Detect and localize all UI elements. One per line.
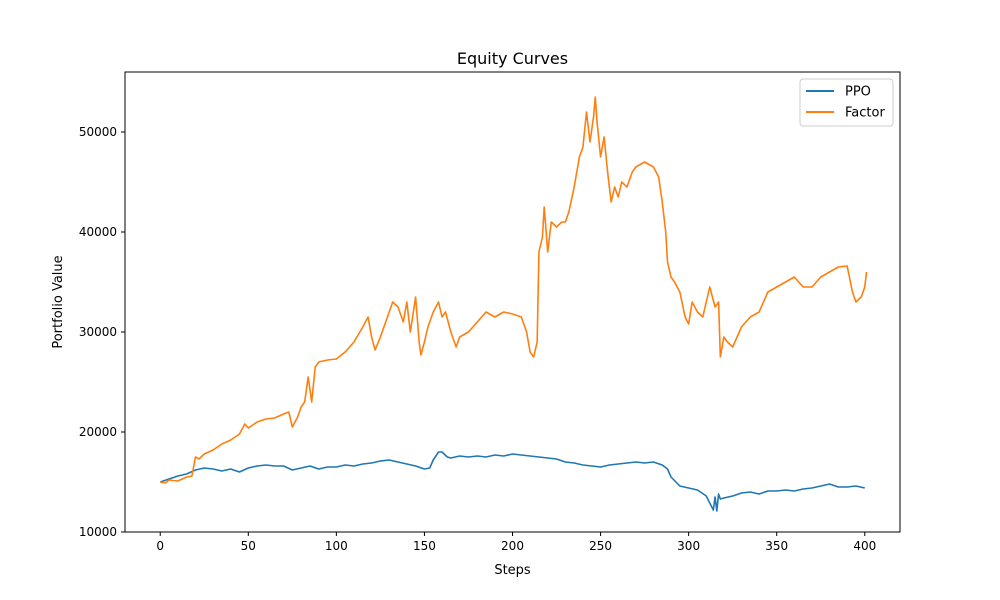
x-tick-label: 250 — [589, 539, 612, 553]
x-tick-label: 150 — [413, 539, 436, 553]
y-axis: 10000 20000 30000 40000 50000 — [79, 125, 125, 539]
legend: PPO Factor — [799, 78, 894, 127]
y-tick-label: 20000 — [79, 425, 117, 439]
x-tick-label: 50 — [241, 539, 256, 553]
x-tick-label: 0 — [156, 539, 164, 553]
x-axis-label: Steps — [494, 563, 531, 578]
y-tick-label: 10000 — [79, 525, 117, 539]
y-tick-label: 50000 — [79, 125, 117, 139]
series-line-factor — [160, 96, 868, 484]
x-tick-label: 200 — [501, 539, 524, 553]
y-tick-label: 30000 — [79, 325, 117, 339]
x-tick-label: 100 — [325, 539, 348, 553]
x-axis: 0 50 100 150 200 250 300 350 400 — [156, 532, 876, 553]
y-tick-label: 40000 — [79, 225, 117, 239]
x-tick-label: 300 — [677, 539, 700, 553]
y-axis-label: Portfolio Value — [51, 255, 66, 348]
series-line-ppo — [159, 451, 865, 512]
axes-frame — [124, 71, 901, 533]
plot-area — [159, 96, 868, 512]
x-tick-label: 350 — [765, 539, 788, 553]
chart-title: Equity Curves — [457, 49, 568, 68]
x-tick-label: 400 — [853, 539, 876, 553]
legend-label-factor: Factor — [845, 106, 885, 121]
legend-label-ppo: PPO — [845, 85, 871, 100]
